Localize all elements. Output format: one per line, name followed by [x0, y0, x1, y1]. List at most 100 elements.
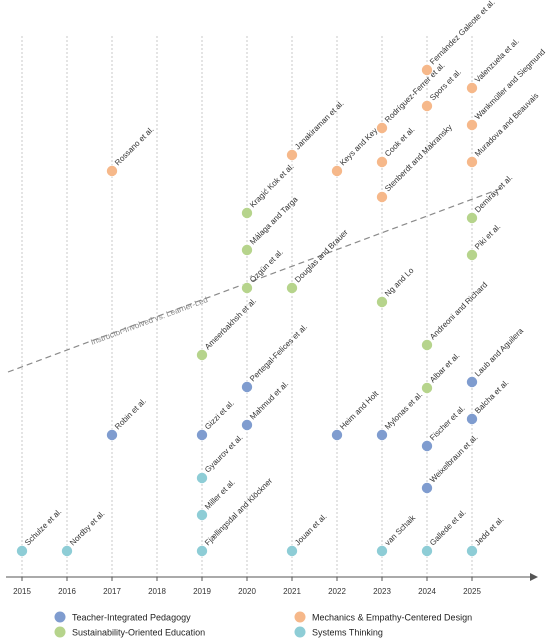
point-label: Jedd et al. [473, 515, 505, 547]
point-label: Mahmud et al. [248, 379, 290, 421]
data-point [421, 100, 433, 112]
data-point [331, 165, 343, 177]
point-label: Janakiraman et al. [293, 99, 346, 152]
point-label: Laub and Aguilera [473, 326, 525, 378]
data-point [106, 429, 118, 441]
data-point [241, 419, 253, 431]
data-point [466, 376, 478, 388]
data-point [466, 249, 478, 261]
data-point [196, 545, 208, 557]
data-point [331, 429, 343, 441]
point-label: Schulze et al. [23, 507, 63, 547]
point-label: Keys and Key [338, 126, 379, 167]
data-point [466, 156, 478, 168]
point-label: Ng and Lo [383, 266, 416, 299]
point-label: Miller et al. [203, 478, 237, 512]
data-point [421, 382, 433, 394]
data-point [196, 509, 208, 521]
point-label: Mylonas et al. [383, 390, 424, 431]
legend-label: Sustainability-Oriented Education [72, 628, 205, 638]
data-point [421, 482, 433, 494]
point-label: Gizzi et al. [203, 399, 236, 432]
point-label: Gyaurov et al. [203, 433, 245, 475]
point-label: Stenberdt and Makransky [383, 123, 454, 194]
point-label: Özgün et al. [248, 248, 285, 285]
data-point [196, 472, 208, 484]
point-label: Jouan et al. [293, 512, 329, 548]
data-point [421, 545, 433, 557]
point-label: Pertegal-Felices et al. [248, 322, 309, 383]
point-label: Albar et al. [428, 351, 461, 384]
x-tick-label: 2018 [148, 587, 166, 596]
point-label: Piki et al. [473, 222, 502, 251]
data-point [241, 381, 253, 393]
point-label: Fischer et al. [428, 404, 467, 443]
legend-label: Teacher-Integrated Pedagogy [72, 613, 191, 623]
data-point [61, 545, 73, 557]
data-point [376, 545, 388, 557]
data-point [466, 413, 478, 425]
point-label: Demiray et al. [473, 173, 514, 214]
point-label: Muradova and Beauvais [473, 91, 540, 158]
data-point [286, 149, 298, 161]
point-label: Cook et al. [383, 125, 416, 158]
trend-line [7, 186, 506, 373]
x-axis-arrow [530, 573, 538, 581]
data-point [376, 122, 388, 134]
point-label: Balcha et al. [473, 378, 510, 415]
point-label: Douglas and Brauer [293, 227, 350, 284]
data-point [196, 429, 208, 441]
x-tick-label: 2022 [328, 587, 346, 596]
x-tick-label: 2015 [13, 587, 31, 596]
legend-swatch [294, 626, 306, 638]
data-point [376, 296, 388, 308]
x-tick-label: 2023 [373, 587, 391, 596]
point-label: Heim and Holt [338, 389, 381, 432]
data-point [421, 440, 433, 452]
legend: Teacher-Integrated Pedagogy Mechanics & E… [54, 611, 472, 638]
data-point [241, 282, 253, 294]
point-label: Andreoni and Richard [428, 280, 489, 341]
data-point [196, 349, 208, 361]
x-tick-label: 2020 [238, 587, 256, 596]
x-tick-label: 2021 [283, 587, 301, 596]
data-point [421, 64, 433, 76]
data-point [376, 156, 388, 168]
point-label: Wankmüller and Siegmund [473, 47, 547, 121]
x-tick-label: 2024 [418, 587, 436, 596]
x-tick-label: 2025 [463, 587, 481, 596]
point-label: Gallede et al. [428, 508, 468, 548]
data-point [466, 119, 478, 131]
x-tick-label: 2017 [103, 587, 121, 596]
data-point [241, 244, 253, 256]
point-label: van Schaik [383, 513, 418, 548]
data-point [241, 207, 253, 219]
x-tick-label: 2016 [58, 587, 76, 596]
data-point [16, 545, 28, 557]
point-label: Fjællingsdal and Klöckner [203, 476, 274, 547]
point-label: Robin et al. [113, 396, 148, 431]
point-label: Ameerbakhsh et al. [203, 296, 258, 351]
data-point [466, 212, 478, 224]
legend-label: Mechanics & Empathy-Centered Design [312, 613, 472, 623]
data-point [376, 429, 388, 441]
data-point [286, 282, 298, 294]
point-label: Nordby et al. [68, 509, 106, 547]
data-point [466, 545, 478, 557]
data-point [421, 339, 433, 351]
data-point [286, 545, 298, 557]
point-label: Rossano et al. [113, 125, 156, 168]
point-layer: Robin et al. Gizzi et al. Pertegal-Felices… [16, 0, 547, 557]
legend-swatch [54, 626, 66, 638]
trend-label: Instructor-Involved vs. Learner-Led [90, 295, 209, 347]
data-point [106, 165, 118, 177]
legend-swatch [54, 611, 66, 623]
data-point [466, 82, 478, 94]
point-label: Fernández Galeote et al. [428, 0, 497, 66]
legend-swatch [294, 611, 306, 623]
x-tick-label: 2019 [193, 587, 211, 596]
x-axis: 2015 2016 2017 2018 2019 2020 2021 2022 2023 2024… [6, 573, 538, 596]
legend-label: Systems Thinking [312, 628, 383, 638]
data-point [376, 191, 388, 203]
